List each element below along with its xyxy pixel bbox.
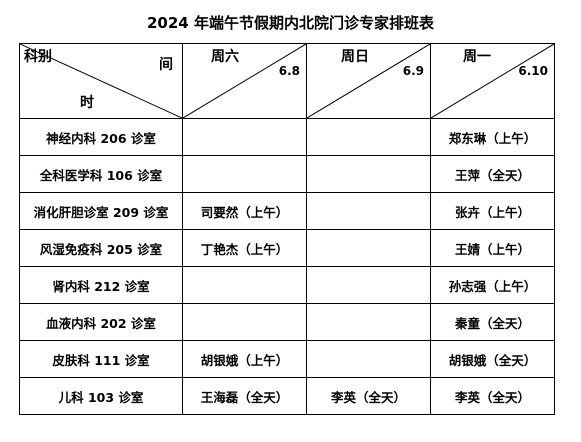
sat-cell <box>182 266 307 304</box>
sun-cell <box>306 155 431 193</box>
mon-cell: 李英（全天） <box>430 377 555 415</box>
day-date-sat: 6.8 <box>278 64 300 78</box>
dept-cell: 儿科 103 诊室 <box>19 377 183 415</box>
table-row: 神经内科 206 诊室 郑东琳（上午） <box>19 118 555 156</box>
sun-cell <box>306 266 431 304</box>
table-row: 风湿免疫科 205 诊室 丁艳杰（上午） 王婧（上午） <box>19 229 555 267</box>
dept-cell: 全科医学科 106 诊室 <box>19 155 183 193</box>
day-name-sun: 周日 <box>341 49 369 65</box>
day-diagonal-line <box>183 44 306 118</box>
sun-cell <box>306 118 431 156</box>
day-header-sat: 周六 6.8 <box>182 43 307 119</box>
table-row: 皮肤科 111 诊室 胡银娥（上午） 胡银娥（全天） <box>19 340 555 378</box>
sun-cell: 李英（全天） <box>306 377 431 415</box>
day-diagonal-line <box>307 44 430 118</box>
table-row: 全科医学科 106 诊室 王萍（全天） <box>19 155 555 193</box>
header-row: 科别 间 时 周六 6.8 周日 6.9 周一 6.10 <box>19 43 555 119</box>
sun-cell <box>306 229 431 267</box>
sat-cell <box>182 303 307 341</box>
table-row: 儿科 103 诊室 王海磊（全天） 李英（全天） 李英（全天） <box>19 377 555 415</box>
day-name-sat: 周六 <box>211 49 239 65</box>
mon-cell: 胡银娥（全天） <box>430 340 555 378</box>
table-row: 血液内科 202 诊室 秦童（全天） <box>19 303 555 341</box>
sat-cell <box>182 118 307 156</box>
sun-cell <box>306 340 431 378</box>
sat-cell: 丁艳杰（上午） <box>182 229 307 267</box>
corner-diagonal-line <box>20 44 182 118</box>
sat-cell: 司要然（上午） <box>182 192 307 230</box>
day-header-mon: 周一 6.10 <box>430 43 555 119</box>
sun-cell <box>306 303 431 341</box>
sun-cell <box>306 192 431 230</box>
sat-cell <box>182 155 307 193</box>
dept-cell: 血液内科 202 诊室 <box>19 303 183 341</box>
mon-cell: 张卉（上午） <box>430 192 555 230</box>
schedule-table: 科别 间 时 周六 6.8 周日 6.9 周一 6.10 神经内科 206 <box>19 43 555 415</box>
sat-cell: 王海磊（全天） <box>182 377 307 415</box>
corner-header-cell: 科别 间 时 <box>19 43 183 119</box>
mon-cell: 秦童（全天） <box>430 303 555 341</box>
day-name-mon: 周一 <box>463 49 491 65</box>
day-date-mon: 6.10 <box>518 64 548 78</box>
sat-cell: 胡银娥（上午） <box>182 340 307 378</box>
corner-label-dept: 科别 <box>24 49 52 65</box>
dept-cell: 神经内科 206 诊室 <box>19 118 183 156</box>
dept-cell: 肾内科 212 诊室 <box>19 266 183 304</box>
page-title: 2024 年端午节假期内北院门诊专家排班表 <box>147 14 434 32</box>
day-diagonal-line <box>431 44 554 118</box>
day-header-sun: 周日 6.9 <box>306 43 431 119</box>
dept-cell: 消化肝胆诊室 209 诊室 <box>19 192 183 230</box>
day-date-sun: 6.9 <box>402 64 424 78</box>
mon-cell: 王萍（全天） <box>430 155 555 193</box>
corner-label-time: 时 <box>80 95 94 111</box>
dept-cell: 风湿免疫科 205 诊室 <box>19 229 183 267</box>
mon-cell: 孙志强（上午） <box>430 266 555 304</box>
dept-cell: 皮肤科 111 诊室 <box>19 340 183 378</box>
corner-label-mid: 间 <box>159 57 173 73</box>
mon-cell: 郑东琳（上午） <box>430 118 555 156</box>
table-row: 肾内科 212 诊室 孙志强（上午） <box>19 266 555 304</box>
mon-cell: 王婧（上午） <box>430 229 555 267</box>
table-row: 消化肝胆诊室 209 诊室 司要然（上午） 张卉（上午） <box>19 192 555 230</box>
